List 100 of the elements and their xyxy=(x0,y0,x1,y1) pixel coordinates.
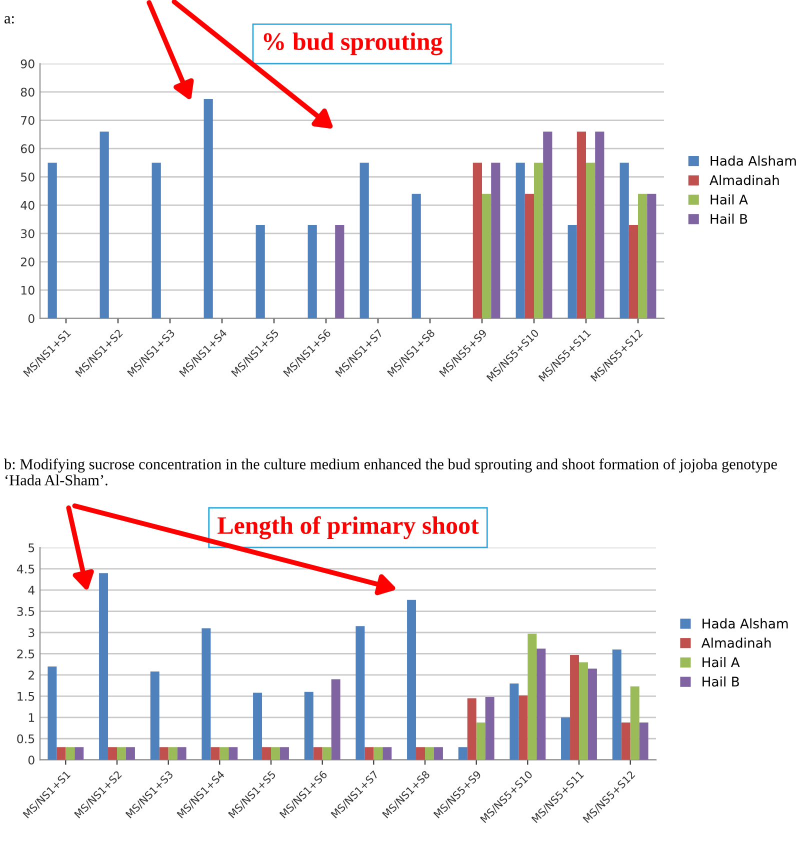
legend-label: Hada Alsham xyxy=(702,618,788,629)
text: a: xyxy=(4,16,14,24)
bar xyxy=(322,747,332,760)
bar xyxy=(561,717,570,760)
bar xyxy=(621,722,630,760)
bar xyxy=(518,695,528,760)
bar xyxy=(210,747,220,760)
bar xyxy=(472,162,482,318)
bar xyxy=(271,747,280,760)
bar xyxy=(407,600,416,760)
legend-label: Hail B xyxy=(710,214,748,224)
bar xyxy=(331,679,340,760)
bar xyxy=(524,194,534,318)
y-tick-label: 3 xyxy=(28,628,34,638)
bar xyxy=(117,747,126,760)
bar xyxy=(364,747,374,760)
bar xyxy=(425,747,434,760)
bar xyxy=(374,747,383,760)
bar xyxy=(308,224,317,318)
bar xyxy=(630,686,640,760)
bar xyxy=(335,224,344,318)
bar xyxy=(48,162,57,318)
bar xyxy=(638,194,648,318)
y-tick-label: 3.5 xyxy=(17,607,34,616)
bar xyxy=(510,683,519,760)
bar xyxy=(476,722,486,760)
y-tick-label: 0 xyxy=(28,314,34,324)
bar xyxy=(416,747,425,760)
y-tick-label: 60 xyxy=(20,144,34,154)
bar xyxy=(204,99,213,318)
y-tick-label: 4.5 xyxy=(16,564,34,574)
y-tick-label: 70 xyxy=(21,116,34,125)
bar xyxy=(100,132,109,318)
y-tick-label: 1 xyxy=(28,713,34,722)
y-tick-label: 0 xyxy=(28,756,34,765)
bar xyxy=(576,132,586,318)
bar xyxy=(228,747,238,760)
bar xyxy=(382,747,392,760)
legend-label: Hada Alsham xyxy=(710,156,796,166)
bar xyxy=(595,132,604,318)
y-tick-label: 10 xyxy=(21,286,34,295)
legend-label: Almadinah xyxy=(710,174,779,186)
y-tick-label: 90 xyxy=(20,59,34,68)
bar xyxy=(48,666,57,760)
bar xyxy=(570,655,579,760)
bar xyxy=(74,747,84,760)
bar xyxy=(485,697,494,760)
bar xyxy=(586,162,596,318)
bar xyxy=(516,162,525,318)
bar xyxy=(159,747,168,760)
legend-label: Almadinah xyxy=(701,638,771,648)
bar xyxy=(253,692,262,760)
bar xyxy=(434,747,443,760)
bar xyxy=(99,573,108,760)
bar xyxy=(467,698,476,760)
bar xyxy=(528,634,537,760)
bar xyxy=(360,162,369,318)
text: b: Modifying sucrose concentration in the culture medium enhanced the bud sprouting and shoot formation of jojoba genotype ‘Hada Al-Sham’. xyxy=(4,458,777,486)
bar xyxy=(412,194,421,318)
y-tick-label: 30 xyxy=(21,229,34,238)
bar xyxy=(66,747,75,760)
bar xyxy=(620,162,629,318)
bar xyxy=(126,747,135,760)
y-tick-label: 2 xyxy=(28,670,34,680)
y-tick-label: 50 xyxy=(21,172,34,182)
bar xyxy=(304,692,314,760)
y-tick-label: 40 xyxy=(20,200,34,210)
bar xyxy=(612,649,622,760)
bar xyxy=(482,194,492,318)
bar xyxy=(220,747,229,760)
bar xyxy=(356,626,365,760)
y-tick-label: 0.5 xyxy=(17,734,34,744)
chart-title: % bud sprouting xyxy=(264,32,443,56)
legend-label: Hail A xyxy=(710,194,748,205)
bar xyxy=(56,747,66,760)
bar xyxy=(256,224,265,318)
y-tick-label: 1.5 xyxy=(18,692,34,701)
bar xyxy=(168,747,178,760)
bar xyxy=(647,194,656,318)
bar xyxy=(579,662,588,760)
bar xyxy=(628,224,638,318)
bar xyxy=(639,722,648,760)
bar xyxy=(491,162,500,318)
bar xyxy=(536,648,546,760)
legend-label: Hail B xyxy=(702,676,739,687)
chart-title: Length of primary shoot xyxy=(218,516,479,540)
bar xyxy=(543,132,552,318)
bar xyxy=(534,162,544,318)
y-tick-label: 80 xyxy=(20,88,34,97)
y-tick-label: 5 xyxy=(28,543,34,552)
bar xyxy=(262,747,271,760)
bar xyxy=(588,668,597,760)
y-tick-label: 20 xyxy=(20,258,34,266)
bar xyxy=(177,747,186,760)
y-tick-label: 4 xyxy=(28,586,34,595)
bar xyxy=(108,747,117,760)
bar xyxy=(313,747,322,760)
bar xyxy=(280,747,289,760)
bar xyxy=(568,224,577,318)
legend-label: Hail A xyxy=(702,657,740,668)
